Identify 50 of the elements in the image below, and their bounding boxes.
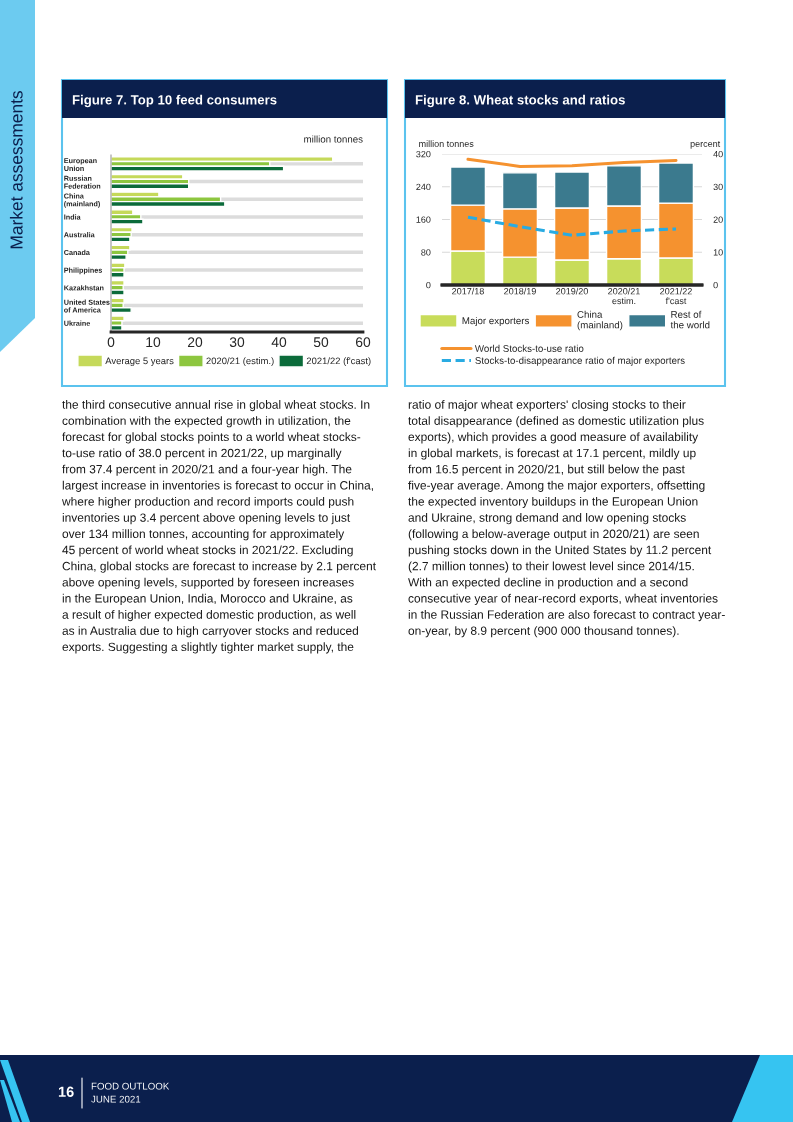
y-axis-title: million tonnes (419, 140, 474, 147)
x-tick-label: 0 (107, 337, 115, 348)
text: million tonnes (304, 135, 363, 143)
x-tick-label: 2020/21 estim. (608, 287, 640, 305)
bar (111, 271, 125, 278)
y2-tick-label: 30 (713, 183, 723, 191)
bar (111, 218, 144, 225)
bar (111, 200, 226, 208)
chart-title: Figure 7. Top 10 feed consumers (72, 94, 277, 108)
y2-tick-label: 10 (713, 249, 723, 256)
text: 16 (58, 1086, 74, 1097)
x-tick-label: 30 (229, 337, 245, 348)
text: ratio of major wheat exporters' closing stocks to their total disappearance (defined as domestic utilization plus exports), which provides a good measure of availability in global markets, is forecast at 17.1 percent, mildly up from 16.5 percent in 2020/21, but still below the past five-year average. Among the major exporters, offsetting the expected inventory buildups in the European Union and Ukraine, strong demand and low opening stocks (following a below-average output in 2020/21) are seen pushing stocks down in the United States by 11.2 percent (2.7 million tonnes) to their lowest level since 2014/15. With an expected decline in production and a second consecutive year of near-record exports, wheat inventories in the Russian Federation are also forecast to contract year- on-year, by 8.9 percent (900 000 thousand tonnes). (408, 400, 725, 638)
y2-tick-label: 40 (713, 150, 723, 158)
y-tick-label: 320 (416, 150, 431, 158)
legend-label: Rest of the world (670, 310, 710, 329)
text: FOOD OUTLOOK (91, 1082, 170, 1090)
bar (111, 236, 131, 243)
y-tick-label: 240 (416, 183, 431, 191)
legend-label: Major exporters (462, 316, 529, 327)
text: the third consecutive annual rise in global wheat stocks. In combination with the expected growth in utilization, the forecast for global stocks points to a world wheat stocks- to-use ratio of 38.0 percent in 2021/22, up marginally from 37.4 percent in 2020/21 and a four-year high. The largest increase in inventories is forecast to occur in China, where higher production and record imports could push inventories up 3.4 percent above opening levels to just over 134 million tonnes, accounting for approximately 45 percent of world wheat stocks in 2021/22. Excluding China, global stocks are forecast to increase by 2.1 percent above opening levels, supported by foreseen increases in the European Union, India, Morocco and Ukraine, as a result of higher expected domestic production, as well as in Australia due to high carryover stocks and reduced exports. Suggesting a slightly tighter market supply, the (61, 400, 376, 654)
y-tick-label: 160 (416, 216, 431, 223)
legend-label: 2021/22 (f'cast) (306, 357, 371, 367)
legend-label: Average 5 years (105, 357, 174, 367)
legend-label: 2020/21 (estim.) (206, 357, 274, 367)
x-tick-label: 2019/20 (556, 287, 588, 295)
x-tick-label: 50 (313, 337, 329, 348)
legend-label: China (mainland) (577, 310, 623, 331)
x-tick-label: 60 (355, 337, 371, 348)
y2-tick-label: 20 (713, 216, 723, 223)
text: Market assessments (9, 91, 23, 249)
x-tick-label: 20 (187, 337, 203, 348)
bar (111, 324, 123, 331)
line-series (466, 157, 678, 168)
y-tick-label: 0 (426, 281, 431, 289)
legend-label: Stocks-to-disappearance ratio of major exporters (475, 356, 685, 366)
x-tick-label: 2017/18 (452, 287, 484, 295)
bar (111, 165, 285, 172)
text: JUNE 2021 (91, 1095, 141, 1103)
legend-label: World Stocks-to-use ratio (474, 344, 584, 352)
line-series (466, 215, 678, 237)
y2-tick-label: 0 (713, 281, 718, 289)
y2-axis-title: percent (690, 141, 721, 149)
x-tick-label: 2021/22 f'cast (660, 287, 692, 305)
x-tick-label: 2018/19 (504, 287, 536, 295)
x-tick-label: 40 (271, 337, 287, 348)
x-tick-label: 10 (146, 337, 161, 348)
bar (111, 289, 125, 296)
chart-title: Figure 8. Wheat stocks and ratios (415, 94, 625, 108)
y-tick-label: 80 (421, 249, 431, 256)
